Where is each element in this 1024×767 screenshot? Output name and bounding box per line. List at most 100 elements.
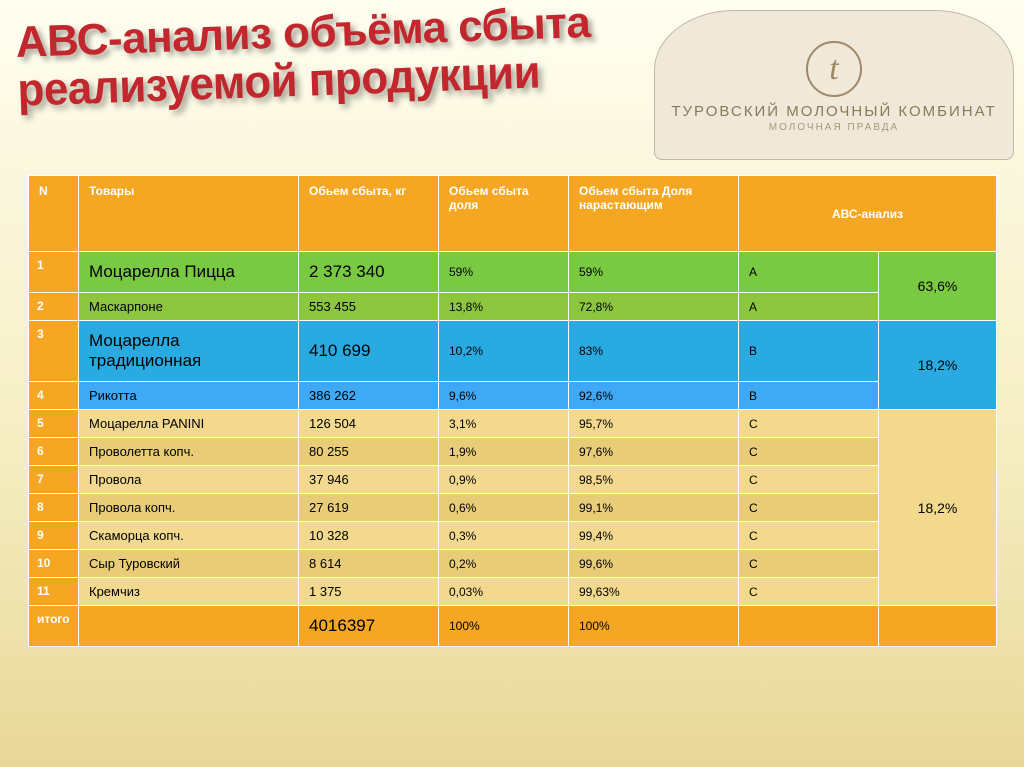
- row-volume: 80 255: [299, 438, 439, 466]
- row-class: B: [739, 382, 879, 410]
- company-name: ТУРОВСКИЙ МОЛОЧНЫЙ КОМБИНАТ: [655, 103, 1013, 120]
- row-cum: 99,1%: [569, 494, 739, 522]
- table-row: 5 Моцарелла PANINI 126 504 3,1% 95,7% C …: [29, 410, 997, 438]
- row-product: Моцарелла традиционная: [79, 321, 299, 382]
- row-volume: 553 455: [299, 293, 439, 321]
- row-share: 0,2%: [439, 550, 569, 578]
- row-share: 0,03%: [439, 578, 569, 606]
- row-volume: 37 946: [299, 466, 439, 494]
- row-volume: 410 699: [299, 321, 439, 382]
- table-row: 8 Провола копч. 27 619 0,6% 99,1% C: [29, 494, 997, 522]
- logo-glyph-icon: t: [806, 41, 862, 97]
- total-volume: 4016397: [299, 606, 439, 647]
- row-class: A: [739, 252, 879, 293]
- col-abc: АВС-анализ: [739, 176, 997, 252]
- row-share: 3,1%: [439, 410, 569, 438]
- total-cum: 100%: [569, 606, 739, 647]
- table-row: 11 Кремчиз 1 375 0,03% 99,63% C: [29, 578, 997, 606]
- row-product: Проволетта копч.: [79, 438, 299, 466]
- slide-title: АВС-анализ объёма сбыта реализуемой прод…: [15, 0, 658, 112]
- row-volume: 27 619: [299, 494, 439, 522]
- row-product: Провола: [79, 466, 299, 494]
- row-share: 0,6%: [439, 494, 569, 522]
- total-blank: [79, 606, 299, 647]
- col-n: N: [29, 176, 79, 252]
- row-volume: 386 262: [299, 382, 439, 410]
- row-class: A: [739, 293, 879, 321]
- row-cum: 99,4%: [569, 522, 739, 550]
- row-volume: 2 373 340: [299, 252, 439, 293]
- row-share: 59%: [439, 252, 569, 293]
- row-num: 6: [29, 438, 79, 466]
- company-tagline: МОЛОЧНАЯ ПРАВДА: [655, 122, 1013, 133]
- table-row: 9 Скаморца копч. 10 328 0,3% 99,4% C: [29, 522, 997, 550]
- row-cum: 95,7%: [569, 410, 739, 438]
- row-class: C: [739, 494, 879, 522]
- row-cum: 83%: [569, 321, 739, 382]
- table-row: 7 Провола 37 946 0,9% 98,5% C: [29, 466, 997, 494]
- row-num: 4: [29, 382, 79, 410]
- row-share: 0,3%: [439, 522, 569, 550]
- row-share: 1,9%: [439, 438, 569, 466]
- table-row: 3 Моцарелла традиционная 410 699 10,2% 8…: [29, 321, 997, 382]
- row-cum: 99,63%: [569, 578, 739, 606]
- row-cum: 98,5%: [569, 466, 739, 494]
- row-class: B: [739, 321, 879, 382]
- row-product: Рикотта: [79, 382, 299, 410]
- row-cum: 97,6%: [569, 438, 739, 466]
- row-volume: 126 504: [299, 410, 439, 438]
- row-class: C: [739, 522, 879, 550]
- row-product: Кремчиз: [79, 578, 299, 606]
- row-cum: 92,6%: [569, 382, 739, 410]
- table-row: 4 Рикотта 386 262 9,6% 92,6% B: [29, 382, 997, 410]
- row-num: 11: [29, 578, 79, 606]
- row-num: 9: [29, 522, 79, 550]
- row-volume: 1 375: [299, 578, 439, 606]
- table-row: 2 Маскарпоне 553 455 13,8% 72,8% A: [29, 293, 997, 321]
- row-num: 10: [29, 550, 79, 578]
- abc-analysis-table: N Товары Обьем сбыта, кг Обьем сбыта дол…: [28, 175, 996, 647]
- row-cum: 72,8%: [569, 293, 739, 321]
- row-class: C: [739, 438, 879, 466]
- total-blank: [879, 606, 997, 647]
- row-class: C: [739, 466, 879, 494]
- row-share: 0,9%: [439, 466, 569, 494]
- row-cum: 59%: [569, 252, 739, 293]
- row-num: 8: [29, 494, 79, 522]
- row-product: Маскарпоне: [79, 293, 299, 321]
- total-share: 100%: [439, 606, 569, 647]
- row-product: Скаморца копч.: [79, 522, 299, 550]
- row-num: 7: [29, 466, 79, 494]
- row-num: 1: [29, 252, 79, 293]
- row-product: Моцарелла PANINI: [79, 410, 299, 438]
- group-c-share: 18,2%: [879, 410, 997, 606]
- col-share: Обьем сбыта доля: [439, 176, 569, 252]
- col-product: Товары: [79, 176, 299, 252]
- row-class: C: [739, 410, 879, 438]
- total-blank: [739, 606, 879, 647]
- company-logo-badge: t ТУРОВСКИЙ МОЛОЧНЫЙ КОМБИНАТ МОЛОЧНАЯ П…: [654, 10, 1014, 160]
- row-num: 5: [29, 410, 79, 438]
- row-product: Моцарелла Пицца: [79, 252, 299, 293]
- row-class: C: [739, 550, 879, 578]
- row-product: Сыр Туровский: [79, 550, 299, 578]
- table-row: 10 Сыр Туровский 8 614 0,2% 99,6% C: [29, 550, 997, 578]
- table-total-row: итого 4016397 100% 100%: [29, 606, 997, 647]
- col-cumulative: Обьем сбыта Доля нарастающим: [569, 176, 739, 252]
- row-volume: 10 328: [299, 522, 439, 550]
- row-share: 9,6%: [439, 382, 569, 410]
- table-row: 1 Моцарелла Пицца 2 373 340 59% 59% A 63…: [29, 252, 997, 293]
- row-share: 13,8%: [439, 293, 569, 321]
- row-num: 3: [29, 321, 79, 382]
- row-product: Провола копч.: [79, 494, 299, 522]
- total-label: итого: [29, 606, 79, 647]
- group-b-share: 18,2%: [879, 321, 997, 410]
- table-row: 6 Проволетта копч. 80 255 1,9% 97,6% C: [29, 438, 997, 466]
- table-header-row: N Товары Обьем сбыта, кг Обьем сбыта дол…: [29, 176, 997, 252]
- row-class: C: [739, 578, 879, 606]
- col-volume: Обьем сбыта, кг: [299, 176, 439, 252]
- row-volume: 8 614: [299, 550, 439, 578]
- row-cum: 99,6%: [569, 550, 739, 578]
- row-share: 10,2%: [439, 321, 569, 382]
- row-num: 2: [29, 293, 79, 321]
